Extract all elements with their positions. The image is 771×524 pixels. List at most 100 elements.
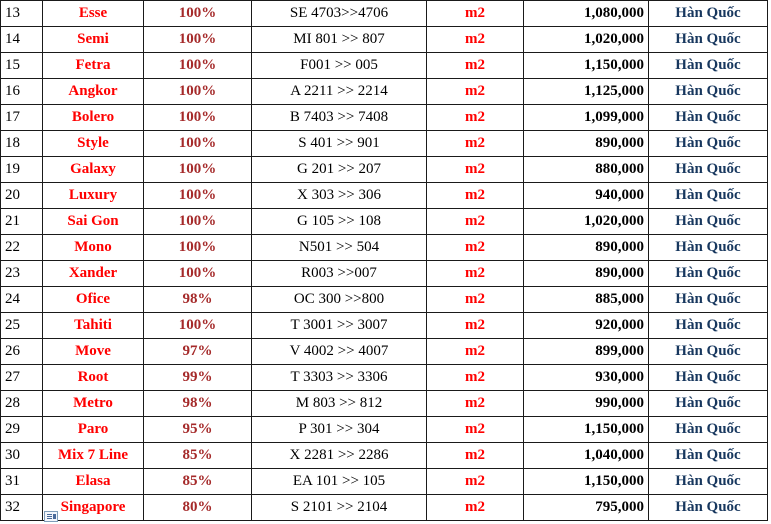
percent-value-cell[interactable]: 95% — [143, 416, 252, 443]
product-name-cell[interactable]: Elasa — [42, 468, 144, 495]
percent-value-cell[interactable]: 100% — [143, 52, 252, 79]
percent-value-cell[interactable]: 85% — [143, 468, 252, 495]
percent-value-cell[interactable]: 85% — [143, 442, 252, 469]
product-code-range-cell[interactable]: A 2211 >> 2214 — [251, 78, 427, 105]
percent-value-cell[interactable]: 100% — [143, 208, 252, 235]
unit-label-cell[interactable]: m2 — [426, 494, 524, 521]
percent-value-cell[interactable]: 100% — [143, 26, 252, 53]
price-value-cell[interactable]: 890,000 — [523, 234, 649, 261]
origin-country-cell[interactable]: Hàn Quốc — [648, 52, 768, 79]
product-name-cell[interactable]: Bolero — [42, 104, 144, 131]
origin-country-cell[interactable]: Hàn Quốc — [648, 338, 768, 365]
unit-label-cell[interactable]: m2 — [426, 130, 524, 157]
price-value-cell[interactable]: 899,000 — [523, 338, 649, 365]
origin-country-cell[interactable]: Hàn Quốc — [648, 416, 768, 443]
unit-label-cell[interactable]: m2 — [426, 286, 524, 313]
percent-value-cell[interactable]: 100% — [143, 182, 252, 209]
origin-country-cell[interactable]: Hàn Quốc — [648, 26, 768, 53]
origin-country-cell[interactable]: Hàn Quốc — [648, 390, 768, 417]
origin-country-cell[interactable]: Hàn Quốc — [648, 0, 768, 27]
row-number-cell[interactable]: 26 — [0, 338, 43, 365]
row-number-cell[interactable]: 32 — [0, 494, 43, 521]
product-name-cell[interactable]: Style — [42, 130, 144, 157]
price-value-cell[interactable]: 1,020,000 — [523, 208, 649, 235]
percent-value-cell[interactable]: 97% — [143, 338, 252, 365]
product-code-range-cell[interactable]: B 7403 >> 7408 — [251, 104, 427, 131]
unit-label-cell[interactable]: m2 — [426, 416, 524, 443]
product-code-range-cell[interactable]: P 301 >> 304 — [251, 416, 427, 443]
percent-value-cell[interactable]: 100% — [143, 104, 252, 131]
unit-label-cell[interactable]: m2 — [426, 52, 524, 79]
product-name-cell[interactable]: Semi — [42, 26, 144, 53]
price-value-cell[interactable]: 1,040,000 — [523, 442, 649, 469]
percent-value-cell[interactable]: 100% — [143, 234, 252, 261]
price-value-cell[interactable]: 1,020,000 — [523, 26, 649, 53]
unit-label-cell[interactable]: m2 — [426, 312, 524, 339]
row-number-cell[interactable]: 17 — [0, 104, 43, 131]
product-name-cell[interactable]: Move — [42, 338, 144, 365]
price-value-cell[interactable]: 795,000 — [523, 494, 649, 521]
origin-country-cell[interactable]: Hàn Quốc — [648, 260, 768, 287]
product-name-cell[interactable]: Sai Gon — [42, 208, 144, 235]
product-name-cell[interactable]: Mix 7 Line — [42, 442, 144, 469]
product-code-range-cell[interactable]: S 2101 >> 2104 — [251, 494, 427, 521]
unit-label-cell[interactable]: m2 — [426, 182, 524, 209]
origin-country-cell[interactable]: Hàn Quốc — [648, 312, 768, 339]
percent-value-cell[interactable]: 100% — [143, 130, 252, 157]
price-value-cell[interactable]: 940,000 — [523, 182, 649, 209]
product-code-range-cell[interactable]: SE 4703>>4706 — [251, 0, 427, 27]
percent-value-cell[interactable]: 100% — [143, 156, 252, 183]
percent-value-cell[interactable]: 100% — [143, 0, 252, 27]
unit-label-cell[interactable]: m2 — [426, 26, 524, 53]
product-name-cell[interactable]: Angkor — [42, 78, 144, 105]
row-number-cell[interactable]: 30 — [0, 442, 43, 469]
product-code-range-cell[interactable]: R003 >>007 — [251, 260, 427, 287]
row-number-cell[interactable]: 15 — [0, 52, 43, 79]
price-value-cell[interactable]: 1,150,000 — [523, 416, 649, 443]
price-value-cell[interactable]: 1,125,000 — [523, 78, 649, 105]
row-number-cell[interactable]: 16 — [0, 78, 43, 105]
product-name-cell[interactable]: Esse — [42, 0, 144, 27]
row-number-cell[interactable]: 31 — [0, 468, 43, 495]
unit-label-cell[interactable]: m2 — [426, 78, 524, 105]
product-name-cell[interactable]: Galaxy — [42, 156, 144, 183]
product-code-range-cell[interactable]: S 401 >> 901 — [251, 130, 427, 157]
product-code-range-cell[interactable]: EA 101 >> 105 — [251, 468, 427, 495]
percent-value-cell[interactable]: 98% — [143, 286, 252, 313]
row-number-cell[interactable]: 20 — [0, 182, 43, 209]
product-name-cell[interactable]: Luxury — [42, 182, 144, 209]
origin-country-cell[interactable]: Hàn Quốc — [648, 442, 768, 469]
price-value-cell[interactable]: 880,000 — [523, 156, 649, 183]
product-code-range-cell[interactable]: N501 >> 504 — [251, 234, 427, 261]
product-name-cell[interactable]: Fetra — [42, 52, 144, 79]
product-code-range-cell[interactable]: OC 300 >>800 — [251, 286, 427, 313]
row-number-cell[interactable]: 19 — [0, 156, 43, 183]
unit-label-cell[interactable]: m2 — [426, 364, 524, 391]
origin-country-cell[interactable]: Hàn Quốc — [648, 468, 768, 495]
origin-country-cell[interactable]: Hàn Quốc — [648, 364, 768, 391]
origin-country-cell[interactable]: Hàn Quốc — [648, 494, 768, 521]
row-number-cell[interactable]: 27 — [0, 364, 43, 391]
price-value-cell[interactable]: 1,080,000 — [523, 0, 649, 27]
price-value-cell[interactable]: 885,000 — [523, 286, 649, 313]
product-code-range-cell[interactable]: F001 >> 005 — [251, 52, 427, 79]
unit-label-cell[interactable]: m2 — [426, 390, 524, 417]
unit-label-cell[interactable]: m2 — [426, 104, 524, 131]
origin-country-cell[interactable]: Hàn Quốc — [648, 104, 768, 131]
product-name-cell[interactable]: Ofice — [42, 286, 144, 313]
unit-label-cell[interactable]: m2 — [426, 208, 524, 235]
origin-country-cell[interactable]: Hàn Quốc — [648, 182, 768, 209]
percent-value-cell[interactable]: 100% — [143, 78, 252, 105]
unit-label-cell[interactable]: m2 — [426, 468, 524, 495]
product-code-range-cell[interactable]: T 3303 >> 3306 — [251, 364, 427, 391]
unit-label-cell[interactable]: m2 — [426, 442, 524, 469]
product-code-range-cell[interactable]: X 303 >> 306 — [251, 182, 427, 209]
price-value-cell[interactable]: 920,000 — [523, 312, 649, 339]
percent-value-cell[interactable]: 98% — [143, 390, 252, 417]
price-value-cell[interactable]: 1,099,000 — [523, 104, 649, 131]
percent-value-cell[interactable]: 100% — [143, 260, 252, 287]
unit-label-cell[interactable]: m2 — [426, 260, 524, 287]
product-code-range-cell[interactable]: G 201 >> 207 — [251, 156, 427, 183]
row-number-cell[interactable]: 25 — [0, 312, 43, 339]
product-name-cell[interactable]: Mono — [42, 234, 144, 261]
